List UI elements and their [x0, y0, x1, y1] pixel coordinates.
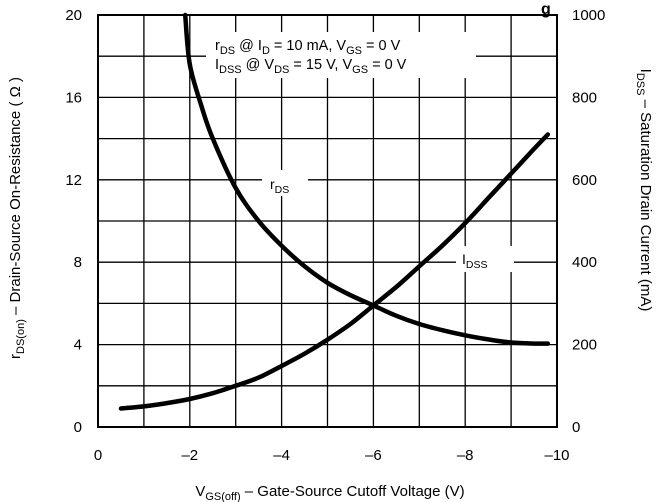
y-left-tick-label: 8 [74, 254, 82, 271]
rds-label-background [262, 170, 308, 196]
annotation-line-2: IDSS @ VDS = 15 V, VGS = 0 V [215, 57, 407, 76]
y-left-tick-label: 20 [65, 7, 82, 24]
y-axis-right-title: IDSS – Saturation Drain Current (mA) [634, 69, 654, 312]
y-right-tick-label: 800 [572, 89, 597, 106]
y-right-tick-label: 600 [572, 172, 597, 189]
x-tick-label: –4 [273, 447, 290, 464]
chart-title-fragment: g [541, 1, 551, 18]
x-tick-label: –2 [181, 447, 198, 464]
idss-curve-label: IDSS [462, 251, 487, 271]
idss-label-background [456, 246, 514, 272]
x-tick-label: –8 [457, 447, 474, 464]
x-tick-label: –6 [365, 447, 382, 464]
x-tick-label: –10 [544, 447, 569, 464]
plot-frame [97, 14, 558, 428]
x-tick-label: 0 [94, 447, 102, 464]
y-right-tick-label: 200 [572, 337, 597, 354]
y-left-tick-label: 0 [74, 419, 82, 436]
series-rds-line [182, 12, 551, 346]
y-left-tick-label: 16 [65, 89, 82, 106]
curves [118, 12, 551, 411]
series-idss-line [118, 132, 551, 411]
grid [98, 15, 557, 427]
y-left-tick-label: 4 [74, 337, 82, 354]
rds-curve-label: rDS [270, 176, 289, 196]
y-right-tick-label: 400 [572, 254, 597, 271]
y-left-tick-label: 12 [65, 172, 82, 189]
annotation-background [206, 32, 476, 78]
y-axis-left-title: rDS(on) – Drain-Source On-Resistance ( Ω… [7, 77, 27, 359]
annotation-line-1: rDS @ ID = 10 mA, VGS = 0 V [215, 38, 401, 57]
y-right-tick-label: 1000 [572, 7, 605, 24]
x-axis-title: VGS(off) – Gate-Source Cutoff Voltage (V… [195, 483, 464, 502]
y-right-tick-label: 0 [572, 419, 580, 436]
